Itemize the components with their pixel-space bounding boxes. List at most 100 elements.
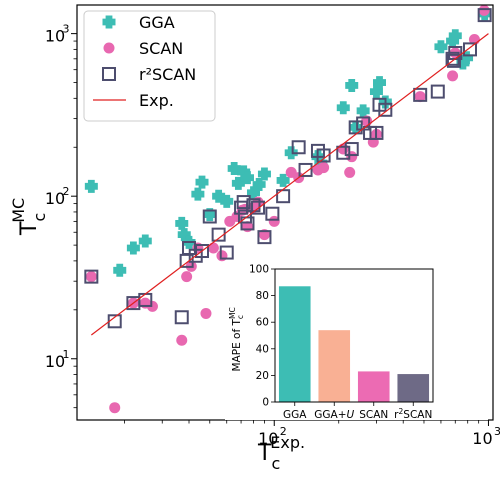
r2scan-point: [211, 227, 226, 242]
inset-bar: [357, 371, 390, 402]
r2scan-point: [240, 216, 255, 231]
scan-point: [318, 162, 330, 174]
gga-point: [191, 187, 205, 201]
r2scan-point: [477, 8, 492, 23]
inset-y-tick-label: 0: [262, 397, 269, 409]
gga-point: [84, 179, 98, 193]
scan-point: [176, 334, 188, 346]
r2scan-point: [344, 142, 359, 157]
gga-point: [284, 146, 298, 160]
inset-bar: [397, 374, 430, 402]
gga-point: [356, 104, 370, 118]
scan-point: [337, 143, 349, 155]
gga-point: [102, 15, 116, 29]
r2scan-point: [195, 244, 210, 259]
exp-reference-line: [90, 33, 489, 336]
scan-point: [207, 242, 219, 254]
r2scan-point: [291, 140, 306, 155]
gga-point: [175, 216, 189, 230]
r2scan-point: [84, 269, 99, 284]
gga-point: [252, 178, 266, 192]
gga-point: [240, 171, 254, 185]
r2scan-point: [102, 67, 116, 81]
legend-label: GGA: [139, 13, 175, 32]
y-tick-label: 10: [45, 189, 65, 208]
gga-point: [276, 173, 290, 187]
legend-label: Exp.: [139, 91, 174, 110]
inset-x-tick-label: GGA: [283, 409, 307, 421]
r2scan-point: [202, 209, 217, 224]
y-tick-label: 10: [45, 352, 65, 371]
y-tick-label: 10: [45, 27, 65, 46]
y-tick-label-exp: 2: [63, 185, 70, 198]
legend: GGA SCAN r²SCAN Exp.: [83, 10, 216, 122]
scan-point: [414, 91, 426, 103]
r2scan-point: [348, 120, 363, 135]
scan-point: [216, 250, 228, 262]
y-axis-label-text: TcMC: [9, 198, 49, 236]
gga-point: [448, 29, 462, 43]
gga-point: [345, 78, 359, 92]
inset-x-tick-label: r2SCAN: [394, 407, 432, 421]
scan-point: [447, 70, 459, 82]
gga-point: [349, 120, 363, 134]
scan-point: [181, 271, 193, 283]
main-plot: 10 2 10 3101102103TcExp.TcMCGGASCANr²SCANEx…: [9, 4, 500, 473]
r2scan-point: [316, 148, 331, 163]
r2scan-point: [298, 162, 313, 177]
x-tick-label: 10: [258, 429, 278, 448]
gga-point: [336, 101, 350, 115]
series-layer: [84, 4, 492, 414]
inset-bar: [318, 330, 351, 402]
gga-point: [126, 241, 140, 255]
scan-point: [344, 166, 356, 178]
r2scan-point: [174, 310, 189, 325]
scan-point: [268, 215, 280, 227]
r2scan-point: [430, 84, 445, 99]
r2scan-point: [219, 245, 234, 260]
gga-point: [138, 234, 152, 248]
inset-y-tick-label: 40: [256, 343, 269, 355]
legend-label: r²SCAN: [139, 65, 196, 84]
r2scan-point: [336, 145, 351, 160]
inset-y-axis-label: MAPE of TcMC: [228, 307, 245, 371]
r2scan-point: [378, 102, 393, 117]
scan-point: [478, 4, 490, 16]
x-tick-label-exp: 3: [494, 425, 500, 438]
scan-point: [346, 151, 358, 163]
inset-y-axis-label-text: MAPE of TcMC: [228, 307, 245, 371]
y-tick-label-exp: 3: [63, 23, 70, 36]
series-plus: [84, 7, 492, 277]
gga-point: [434, 40, 448, 54]
inset-x-tick-label: GGA+U: [314, 409, 354, 421]
scan-point: [109, 402, 121, 414]
inset-y-tick-label: 80: [256, 290, 269, 302]
inset-y-tick-label: 60: [256, 317, 269, 329]
scan-point: [146, 300, 158, 312]
scan-point: [85, 271, 97, 283]
r2scan-point: [257, 230, 272, 245]
scan-point: [103, 42, 115, 54]
gga-point: [373, 76, 387, 90]
r2scan-point: [265, 206, 280, 221]
inset-bar-chart: GGA GGA+U SCAN r2SCAN 0 20 40 60 80 100 MAPE of Tc…: [225, 262, 488, 421]
inset-frame: [274, 268, 434, 403]
x-axis-label: TcExp.: [257, 433, 305, 473]
y-tick-label-exp: 1: [63, 348, 70, 361]
gga-point: [195, 175, 209, 189]
r2scan-point: [369, 125, 384, 140]
inset-x-tick-label: SCAN: [359, 409, 388, 421]
x-axis-label-text: TcExp.: [257, 433, 305, 473]
inset-background: [225, 262, 488, 420]
gga-point: [113, 263, 127, 277]
r2scan-point: [236, 195, 251, 210]
r2scan-point: [413, 87, 428, 102]
inset-y-tick-label: 100: [249, 264, 269, 276]
inset-y-tick-label: 20: [256, 370, 269, 382]
scan-point: [200, 307, 212, 319]
gga-point: [220, 194, 234, 208]
y-axis-label: TcMC: [9, 198, 49, 236]
r2scan-point: [446, 53, 461, 68]
